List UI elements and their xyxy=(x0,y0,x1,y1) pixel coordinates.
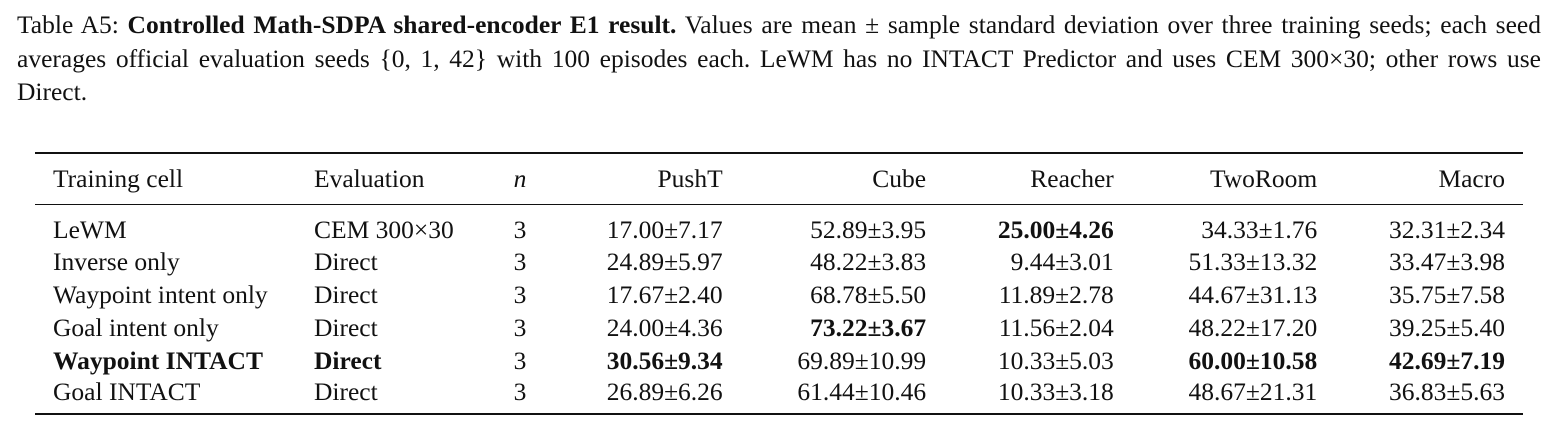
cell-reacher: 11.56±2.04 xyxy=(998,312,1114,342)
cell-n: 3 xyxy=(513,312,527,342)
cell-evaluation: Direct xyxy=(314,246,378,276)
cell-cube: 52.89±3.95 xyxy=(810,215,927,244)
cell-reacher: 25.00±4.26 xyxy=(997,215,1114,244)
cell-evaluation: Direct xyxy=(314,377,378,406)
cell-cube: 68.78±5.50 xyxy=(810,279,927,309)
cell-pusht: 30.56±9.34 xyxy=(606,345,723,375)
col-header-macro: Macro xyxy=(1335,153,1523,205)
cell-macro: 32.31±2.34 xyxy=(1389,215,1505,244)
cell-tworoom: 48.22±17.20 xyxy=(1188,312,1318,342)
cell-training-cell: Goal INTACT xyxy=(53,377,201,406)
cell-pusht: 17.00±7.17 xyxy=(606,215,723,244)
caption-body: Values are mean ± sample standard deviat… xyxy=(17,10,1541,106)
cell-training-cell: LeWM xyxy=(53,215,127,244)
cell-reacher: 10.33±5.03 xyxy=(997,345,1114,375)
col-header-tworoom: TwoRoom xyxy=(1131,153,1336,205)
table-body: LeWM CEM 300×30 3 17.00±7.17 52.89±3.95 25.00… xyxy=(35,205,1523,415)
cell-training-cell: Waypoint intent only xyxy=(53,279,268,309)
cell-tworoom: 60.00±10.58 xyxy=(1188,345,1318,375)
caption-label: Table A5: xyxy=(17,10,119,39)
cell-macro: 42.69±7.19 xyxy=(1389,345,1505,375)
table-row: Goal intent only Direct 3 24.00±4.36 73.22±3… xyxy=(35,311,1523,344)
cell-macro: 33.47±3.98 xyxy=(1389,246,1505,276)
cell-training-cell: Waypoint INTACT xyxy=(53,345,263,375)
cell-cube: 73.22±3.67 xyxy=(810,312,927,342)
table-row: LeWM CEM 300×30 3 17.00±7.17 52.89±3.95 25.00… xyxy=(35,205,1523,246)
cell-evaluation: CEM 300×30 xyxy=(314,215,454,244)
cell-reacher: 11.89±2.78 xyxy=(998,279,1114,309)
table-row: Inverse only Direct 3 24.89±5.97 48.22±3.83 9… xyxy=(35,245,1523,278)
cell-training-cell: Goal intent only xyxy=(53,312,219,342)
cell-macro: 36.83±5.63 xyxy=(1389,377,1505,406)
cell-tworoom: 51.33±13.32 xyxy=(1188,246,1318,276)
cell-evaluation: Direct xyxy=(314,312,378,342)
col-header-evaluation: Evaluation xyxy=(296,153,487,205)
cell-n: 3 xyxy=(513,279,527,309)
table-row: Waypoint intent only Direct 3 17.67±2.40 68.… xyxy=(35,278,1523,311)
results-table: Training cell Evaluation n PushT Cube Re… xyxy=(35,152,1523,415)
cell-pusht: 17.67±2.40 xyxy=(606,279,723,309)
cell-n: 3 xyxy=(513,246,527,276)
cell-tworoom: 48.67±21.31 xyxy=(1188,377,1318,406)
cell-pusht: 24.89±5.97 xyxy=(606,246,723,276)
cell-n: 3 xyxy=(513,377,527,406)
cell-cube: 61.44±10.46 xyxy=(797,377,927,406)
cell-training-cell: Inverse only xyxy=(53,246,180,276)
caption-title: Controlled Math-SDPA shared-encoder E1 r… xyxy=(127,10,677,39)
col-header-reacher: Reacher xyxy=(944,153,1132,205)
cell-n: 3 xyxy=(513,345,527,375)
table-row: Goal INTACT Direct 3 26.89±6.26 61.44±10.46 1… xyxy=(35,377,1523,414)
cell-macro: 39.25±5.40 xyxy=(1389,312,1505,342)
col-header-training-cell: Training cell xyxy=(35,153,296,205)
cell-macro: 35.75±7.58 xyxy=(1389,279,1505,309)
cell-reacher: 10.33±3.18 xyxy=(997,377,1114,406)
cell-tworoom: 44.67±31.13 xyxy=(1188,279,1318,309)
cell-cube: 48.22±3.83 xyxy=(810,246,927,276)
col-header-cube: Cube xyxy=(740,153,945,205)
cell-pusht: 26.89±6.26 xyxy=(606,377,723,406)
col-header-pusht: PushT xyxy=(553,153,741,205)
cell-n: 3 xyxy=(513,215,527,244)
header-row: Training cell Evaluation n PushT Cube Re… xyxy=(35,153,1523,205)
cell-pusht: 24.00±4.36 xyxy=(606,312,723,342)
cell-tworoom: 34.33±1.76 xyxy=(1201,215,1318,244)
cell-evaluation: Direct xyxy=(314,345,382,375)
cell-evaluation: Direct xyxy=(314,279,378,309)
col-header-n: n xyxy=(487,153,553,205)
table-row: Waypoint INTACT Direct 3 30.56±9.34 69.89±10… xyxy=(35,344,1523,377)
cell-reacher: 9.44±3.01 xyxy=(1010,246,1114,276)
cell-cube: 69.89±10.99 xyxy=(797,345,927,375)
table-caption: Table A5: Controlled Math-SDPA shared-en… xyxy=(17,8,1541,109)
